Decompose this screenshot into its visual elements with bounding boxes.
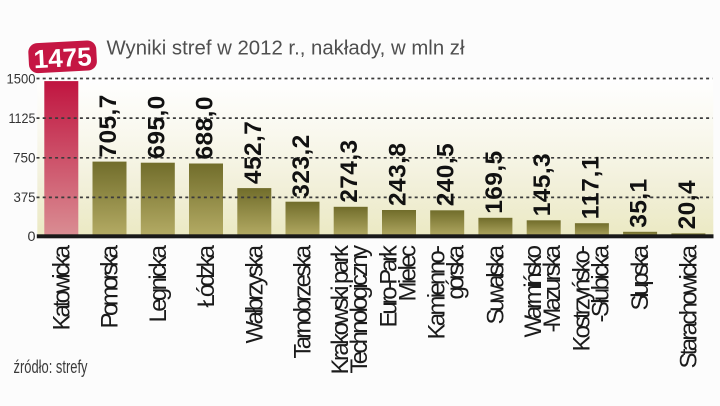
svg-text:Kostrzyńsko-: Kostrzyńsko-	[568, 244, 595, 352]
svg-text:źródło: strefy: źródło: strefy	[14, 356, 89, 377]
svg-text:35,1: 35,1	[626, 179, 653, 228]
svg-text:Tarnobrzeska: Tarnobrzeska	[290, 244, 317, 359]
svg-text:Wyniki stref w 2012 r., nakład: Wyniki stref w 2012 r., nakłady, w mln z…	[107, 36, 465, 59]
svg-text:Starachowicka: Starachowicka	[675, 244, 702, 369]
svg-text:-Mazurska: -Mazurska	[539, 244, 566, 333]
svg-text:Legnicka: Legnicka	[145, 244, 172, 323]
svg-text:0: 0	[28, 228, 36, 244]
svg-text:Warmińsko: Warmińsko	[520, 244, 547, 338]
svg-text:452,7: 452,7	[240, 121, 267, 184]
svg-text:Suwalska: Suwalska	[482, 244, 509, 325]
svg-text:-Słubicka: -Słubicka	[587, 244, 614, 323]
svg-text:Słupska: Słupska	[627, 244, 654, 311]
svg-text:695,0: 695,0	[143, 96, 170, 159]
svg-text:Kamienno-: Kamienno-	[424, 244, 451, 340]
svg-text:169,5: 169,5	[481, 151, 508, 214]
svg-text:323,2: 323,2	[288, 135, 315, 198]
svg-text:1125: 1125	[9, 110, 36, 126]
svg-text:243,8: 243,8	[385, 143, 412, 206]
svg-text:Katowicka: Katowicka	[48, 244, 75, 331]
svg-text:145,3: 145,3	[529, 153, 556, 216]
svg-text:Technologiczny: Technologiczny	[346, 244, 373, 374]
svg-text:240,5: 240,5	[433, 143, 460, 206]
svg-text:1500: 1500	[7, 70, 36, 86]
svg-text:117,1: 117,1	[577, 156, 604, 219]
svg-text:705,7: 705,7	[95, 95, 122, 158]
svg-text:górska: górska	[443, 244, 470, 300]
svg-text:Łódzka: Łódzka	[193, 244, 220, 308]
svg-text:Wałbrzyska: Wałbrzyska	[241, 244, 268, 344]
svg-text:375: 375	[14, 189, 36, 205]
svg-text:Mielec: Mielec	[395, 244, 422, 302]
svg-text:274,3: 274,3	[336, 140, 363, 203]
svg-text:1475: 1475	[33, 41, 92, 74]
svg-text:688,0: 688,0	[192, 97, 219, 160]
svg-text:750: 750	[13, 150, 36, 166]
svg-text:Euro-Park: Euro-Park	[376, 244, 403, 328]
svg-text:20,4: 20,4	[674, 180, 701, 229]
svg-text:Pomorska: Pomorska	[97, 244, 124, 329]
svg-text:Krakowski park: Krakowski park	[327, 244, 354, 375]
